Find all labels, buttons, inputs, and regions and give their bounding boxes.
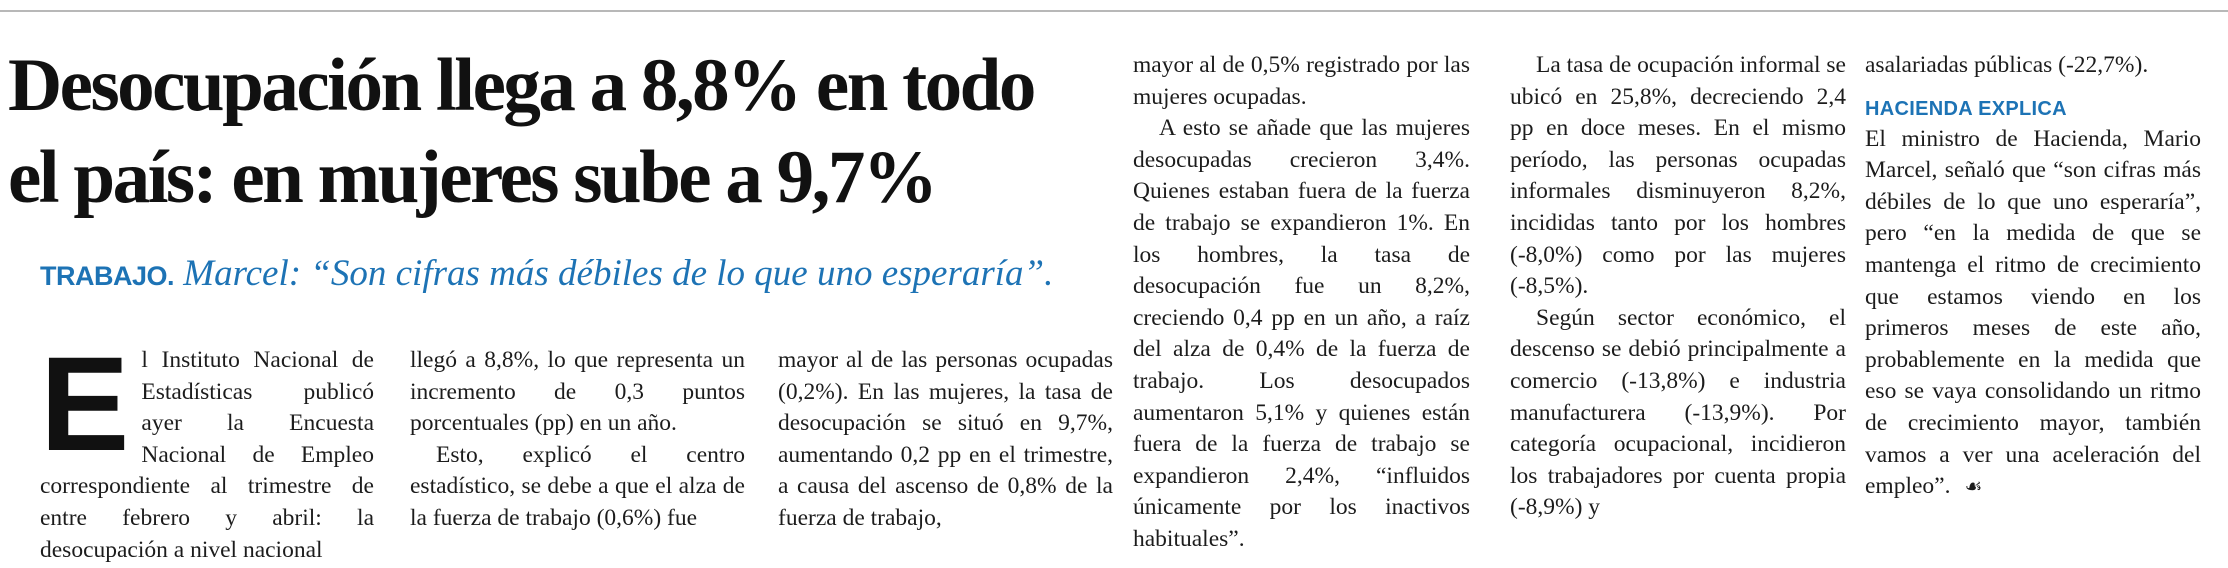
paragraph: mayor al de 0,5% registrado por las muje…: [1133, 52, 1470, 110]
kicker-quote: Marcel: “Son cifras más débiles de lo qu…: [183, 253, 1054, 294]
body-column-2: llegó a 8,8%, lo que representa un incre…: [410, 345, 745, 535]
paragraph: mayor al de las personas ocupadas (0,2%)…: [778, 347, 1113, 531]
paragraph: A esto se añade que las mujeres desocupa…: [1133, 115, 1470, 552]
drop-cap: E: [40, 330, 130, 479]
headline-line-1: Desocupación llega a 8,8% en todo: [8, 44, 1036, 127]
body-column-3: mayor al de las personas ocupadas (0,2%)…: [778, 345, 1113, 535]
headline-line-2: el país: en mujeres sube a 9,7%: [8, 136, 938, 219]
paragraph-text: El ministro de Hacienda, Mario Marcel, s…: [1865, 125, 2201, 500]
body-column-5: La tasa de ocupación informal se ubicó e…: [1510, 50, 1846, 524]
paragraph: llegó a 8,8%, lo que representa un incre…: [410, 347, 745, 437]
paragraph-closing: El ministro de Hacienda, Mario Marcel, s…: [1865, 124, 2201, 503]
paragraph: La tasa de ocupación informal se ubicó e…: [1510, 52, 1846, 300]
section-label: TRABAJO.: [40, 261, 175, 291]
body-column-6: asalariadas públicas (-22,7%). HACIENDA …: [1865, 50, 2201, 503]
paragraph: asalariadas públicas (-22,7%).: [1865, 52, 2149, 78]
subheading: HACIENDA EXPLICA: [1865, 97, 2067, 120]
paragraph: Según sector económico, el descenso se d…: [1510, 304, 1846, 521]
paragraph-intro: l Instituto Nacional de Estadísticas pub…: [40, 347, 374, 563]
headline: Desocupación llega a 8,8% en todo el paí…: [8, 40, 1093, 224]
paragraph: Esto, explicó el centro estadístico, se …: [410, 441, 745, 531]
kicker: TRABAJO. Marcel: “Son cifras más débiles…: [40, 252, 1053, 298]
end-mark-icon: ☙: [1964, 474, 1983, 499]
top-rule: [0, 10, 2228, 12]
body-column-4: mayor al de 0,5% registrado por las muje…: [1133, 50, 1470, 556]
